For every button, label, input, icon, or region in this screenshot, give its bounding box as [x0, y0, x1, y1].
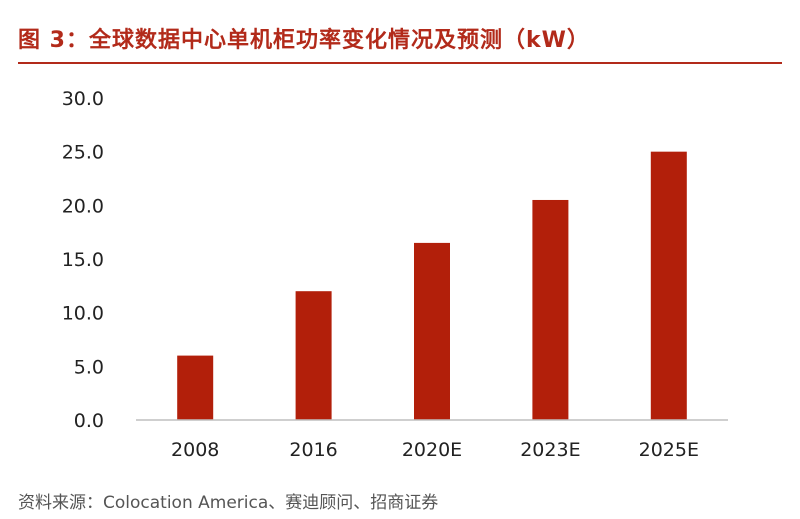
bar-2016: [295, 291, 332, 420]
bar-2020e: [414, 242, 450, 420]
y-tick-label: 20.0: [62, 195, 104, 217]
bar-2023e: [532, 199, 569, 420]
title-divider: [18, 62, 782, 64]
bars: [177, 151, 687, 420]
x-tick-label: 2008: [171, 439, 219, 461]
x-tick-label: 2025E: [639, 439, 699, 461]
y-tick-label: 30.0: [62, 88, 104, 110]
x-axis-ticks: 2008 2016 2020E 2023E 2025E: [171, 439, 699, 461]
y-tick-label: 15.0: [62, 249, 104, 271]
bar-chart: 0.0 5.0 10.0 15.0 20.0 25.0 30.0 2008 2016 2020E…: [62, 88, 728, 461]
bar-2008: [177, 355, 214, 420]
bar-2025e: [650, 151, 687, 420]
y-tick-label: 0.0: [74, 410, 104, 432]
y-tick-label: 25.0: [62, 142, 104, 164]
x-tick-label: 2020E: [402, 439, 462, 461]
source-note: 资料来源：Colocation America、赛迪顾问、招商证券: [18, 493, 439, 513]
y-tick-label: 10.0: [62, 303, 104, 325]
y-axis-ticks: 0.0 5.0 10.0 15.0 20.0 25.0 30.0: [62, 88, 104, 432]
x-tick-label: 2023E: [520, 439, 580, 461]
chart-title: 图 3：全球数据中心单机柜功率变化情况及预测（kW）: [18, 28, 590, 53]
x-tick-label: 2016: [289, 439, 337, 461]
y-tick-label: 5.0: [74, 356, 104, 378]
